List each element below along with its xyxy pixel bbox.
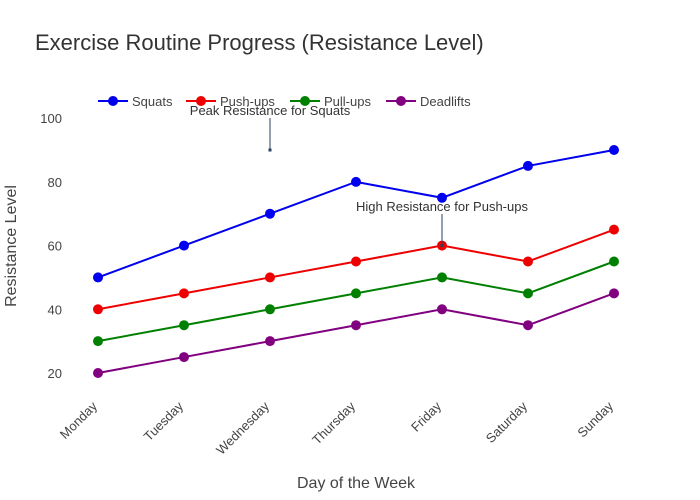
annotation: High Resistance for Push-ups — [356, 199, 528, 248]
data-point — [93, 336, 103, 347]
data-point — [265, 304, 275, 315]
y-axis-ticks: 20 40 60 80 100 — [40, 111, 62, 381]
data-point — [523, 160, 533, 171]
x-axis-title: Day of the Week — [297, 475, 416, 492]
annotation-marker — [268, 148, 272, 152]
legend-label: Push-ups — [220, 94, 275, 109]
x-tick-label: Thursday — [309, 398, 358, 447]
chart-title: Exercise Routine Progress (Resistance Le… — [35, 30, 484, 55]
data-point — [179, 320, 189, 331]
data-point — [93, 368, 103, 378]
annotation-marker — [440, 244, 444, 248]
legend: Squats Push-ups Pull-ups Deadlifts — [98, 94, 471, 109]
data-point — [351, 256, 361, 267]
data-point — [179, 288, 189, 299]
series-line — [97, 292, 615, 374]
y-tick-label: 60 — [48, 239, 62, 254]
x-tick-label: Wednesday — [213, 398, 272, 457]
series-squats — [93, 145, 619, 283]
x-axis-ticks: Monday Tuesday Wednesday Thursday Friday Satu… — [57, 398, 617, 457]
annotations: Peak Resistance for Squats High Resistanc… — [190, 103, 528, 248]
y-tick-label: 100 — [40, 111, 62, 126]
legend-label: Squats — [132, 94, 173, 109]
legend-swatch-marker — [396, 96, 406, 106]
series-push-ups — [93, 224, 619, 315]
data-point — [93, 272, 103, 283]
annotation-text: High Resistance for Push-ups — [356, 199, 528, 214]
data-point — [437, 272, 447, 283]
data-point — [179, 352, 189, 363]
data-point — [179, 240, 189, 251]
data-point — [351, 320, 361, 331]
data-point — [523, 320, 533, 331]
legend-swatch-marker — [300, 96, 310, 106]
x-tick-label: Monday — [57, 398, 101, 442]
data-point — [523, 288, 533, 299]
legend-item: Deadlifts — [386, 94, 471, 109]
legend-item: Pull-ups — [290, 94, 371, 109]
y-tick-label: 40 — [48, 302, 62, 317]
data-point — [265, 336, 275, 347]
x-tick-label: Saturday — [483, 398, 531, 446]
data-point — [93, 304, 103, 315]
data-point — [609, 145, 619, 155]
legend-swatch-marker — [196, 96, 206, 106]
y-axis-title: Resistance Level — [3, 185, 20, 307]
annotation-text: Peak Resistance for Squats — [190, 103, 351, 118]
legend-item: Squats — [98, 94, 173, 109]
legend-item: Push-ups — [186, 94, 275, 109]
x-tick-label: Friday — [408, 398, 444, 434]
data-point — [351, 288, 361, 299]
data-point — [609, 256, 619, 267]
x-tick-label: Sunday — [574, 398, 616, 440]
data-point — [437, 192, 447, 203]
y-tick-label: 80 — [48, 175, 62, 190]
legend-label: Deadlifts — [420, 94, 471, 109]
legend-swatch-marker — [108, 96, 118, 106]
series-lines — [93, 145, 619, 378]
data-point — [609, 224, 619, 235]
data-point — [437, 304, 447, 315]
x-tick-label: Tuesday — [141, 398, 187, 444]
annotation: Peak Resistance for Squats — [190, 103, 351, 152]
series-deadlifts — [93, 288, 619, 378]
data-point — [523, 256, 533, 267]
data-point — [351, 176, 361, 187]
data-point — [609, 288, 619, 299]
data-point — [265, 272, 275, 283]
data-point — [265, 208, 275, 219]
y-tick-label: 20 — [48, 366, 62, 381]
legend-label: Pull-ups — [324, 94, 371, 109]
series-pull-ups — [93, 256, 619, 347]
